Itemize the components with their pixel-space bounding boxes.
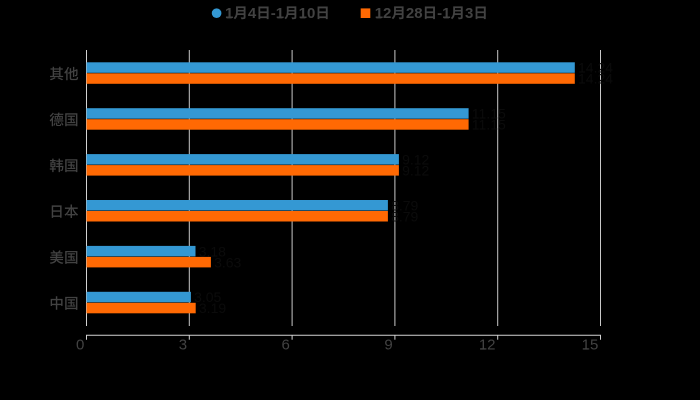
svg-text:6: 6 [282,336,290,353]
svg-text:15: 15 [582,336,599,353]
svg-text:8.79: 8.79 [391,197,418,213]
svg-text:11.15: 11.15 [472,117,506,133]
svg-text:3.19: 3.19 [199,300,226,316]
svg-text:0: 0 [76,336,84,353]
svg-text:14.24: 14.24 [578,71,613,87]
svg-text:3.05: 3.05 [194,289,221,305]
svg-text:-: - [437,5,442,22]
svg-text:3: 3 [179,336,187,353]
svg-text:3.18: 3.18 [199,243,226,259]
svg-text:9.12: 9.12 [402,151,429,167]
svg-text:28: 28 [406,5,423,22]
svg-text:8.79: 8.79 [391,208,418,224]
svg-text:4: 4 [248,5,257,22]
svg-text:1: 1 [276,5,284,22]
svg-text:12: 12 [375,5,392,22]
svg-text:3.63: 3.63 [214,254,241,270]
svg-text:12: 12 [479,336,496,353]
svg-text:1: 1 [225,5,233,22]
svg-text:3: 3 [465,5,473,22]
svg-text:9.12: 9.12 [402,162,429,178]
svg-text:14.24: 14.24 [578,60,613,76]
svg-text:10: 10 [299,5,316,22]
svg-text:11.15: 11.15 [472,106,506,122]
svg-text:9: 9 [384,336,392,353]
svg-text:1: 1 [442,5,450,22]
svg-text:-: - [271,5,276,22]
